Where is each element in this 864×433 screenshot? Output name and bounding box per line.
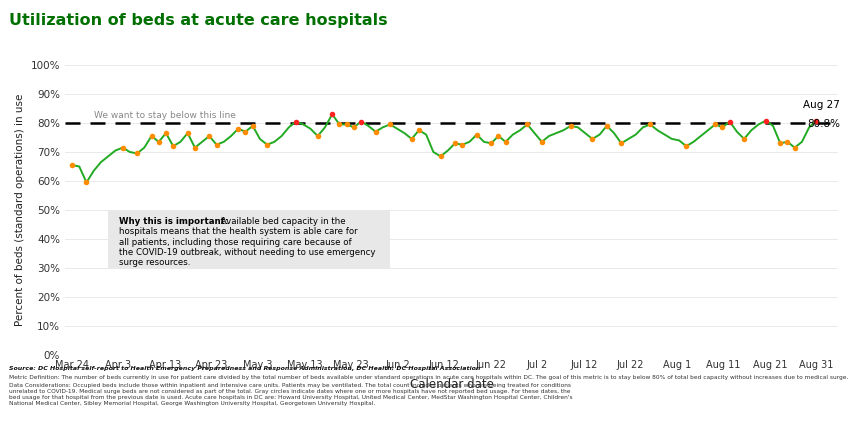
Text: Metric Definition: The number of beds currently in use for patient care divided : Metric Definition: The number of beds cu… (9, 375, 848, 380)
Text: Available bed capacity in the: Available bed capacity in the (218, 217, 346, 226)
Text: all patients, including those requiring care because of: all patients, including those requiring … (119, 238, 352, 246)
FancyBboxPatch shape (108, 210, 390, 268)
X-axis label: Calendar date: Calendar date (410, 378, 493, 391)
Text: We want to stay below this line: We want to stay below this line (93, 111, 236, 120)
Text: surge resources.: surge resources. (119, 258, 190, 267)
Text: Source: DC Hospital self-report to Health Emergency Preparedness and Response Ad: Source: DC Hospital self-report to Healt… (9, 366, 480, 371)
Text: the COVID-19 outbreak, without needing to use emergency: the COVID-19 outbreak, without needing t… (119, 248, 376, 257)
Text: Why this is important:: Why this is important: (119, 217, 228, 226)
Text: Data Considerations: Occupied beds include those within inpatient and intensive : Data Considerations: Occupied beds inclu… (9, 383, 572, 406)
Text: 80.8%: 80.8% (807, 119, 840, 129)
Text: Aug 27: Aug 27 (803, 100, 840, 110)
Text: Utilization of beds at acute care hospitals: Utilization of beds at acute care hospit… (9, 13, 387, 28)
Text: hospitals means that the health system is able care for: hospitals means that the health system i… (119, 227, 358, 236)
Y-axis label: Percent of beds (standard operations) in use: Percent of beds (standard operations) in… (15, 94, 25, 326)
